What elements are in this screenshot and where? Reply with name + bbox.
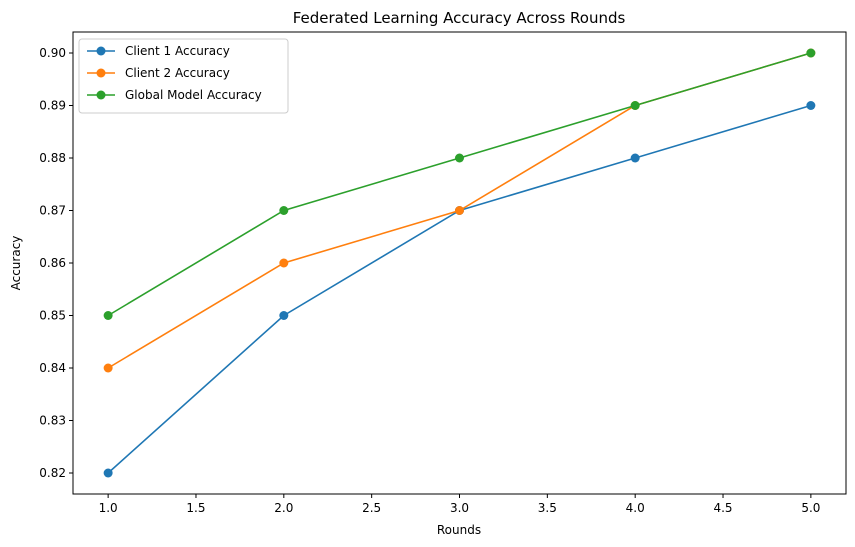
x-tick-label: 3.5 [538,501,557,515]
x-axis-label: Rounds [437,523,481,537]
legend-item: Client 2 Accuracy [87,66,230,80]
data-point [806,48,816,58]
legend-item: Global Model Accuracy [87,88,262,102]
y-tick-label: 0.83 [39,414,66,428]
x-tick-label: 1.5 [186,501,205,515]
axis-ticks: 1.0 1.5 2.0 2.5 3.0 3.5 4.0 4.5 5.0 0.82 0.83 0.84 0… [39,46,820,515]
x-tick-label: 2.5 [362,501,381,515]
data-point [103,363,113,373]
y-tick-label: 0.90 [39,46,66,60]
chart-title: Federated Learning Accuracy Across Round… [293,9,626,27]
x-tick-label: 4.0 [626,501,645,515]
x-tick-label: 3.0 [450,501,469,515]
legend-item: Client 1 Accuracy [87,44,230,58]
y-tick-label: 0.87 [39,204,66,218]
legend-swatch-marker [96,68,106,78]
data-point [103,311,113,320]
x-tick-label: 1.0 [99,501,118,515]
data-point [103,468,113,478]
y-tick-label: 0.89 [39,99,66,113]
series-layer [103,48,816,478]
x-tick-label: 4.5 [713,501,732,515]
legend-label: Client 2 Accuracy [125,66,230,80]
y-axis-label: Accuracy [9,236,23,291]
y-tick-label: 0.88 [39,151,66,165]
y-tick-label: 0.84 [39,361,66,375]
y-tick-label: 0.82 [39,466,66,480]
data-point [455,206,464,215]
legend-box [78,38,289,114]
data-point [455,153,464,163]
legend-label: Client 1 Accuracy [125,44,230,58]
data-point [279,258,289,268]
x-tick-label: 5.0 [801,501,820,515]
legend-swatch-marker [96,90,106,100]
legend-label: Global Model Accuracy [125,88,262,102]
series-3 [103,48,816,320]
x-tick-label: 2.0 [274,501,293,515]
data-point [279,206,289,215]
y-tick-label: 0.85 [39,309,66,323]
legend: Client 1 Accuracy Client 2 Accuracy Global… [78,38,289,114]
data-point [806,101,816,110]
data-point [630,101,640,110]
legend-swatch-marker [96,46,106,56]
y-tick-label: 0.86 [39,256,66,270]
data-point [630,153,640,163]
data-point [279,311,289,320]
plot-frame [72,31,847,495]
